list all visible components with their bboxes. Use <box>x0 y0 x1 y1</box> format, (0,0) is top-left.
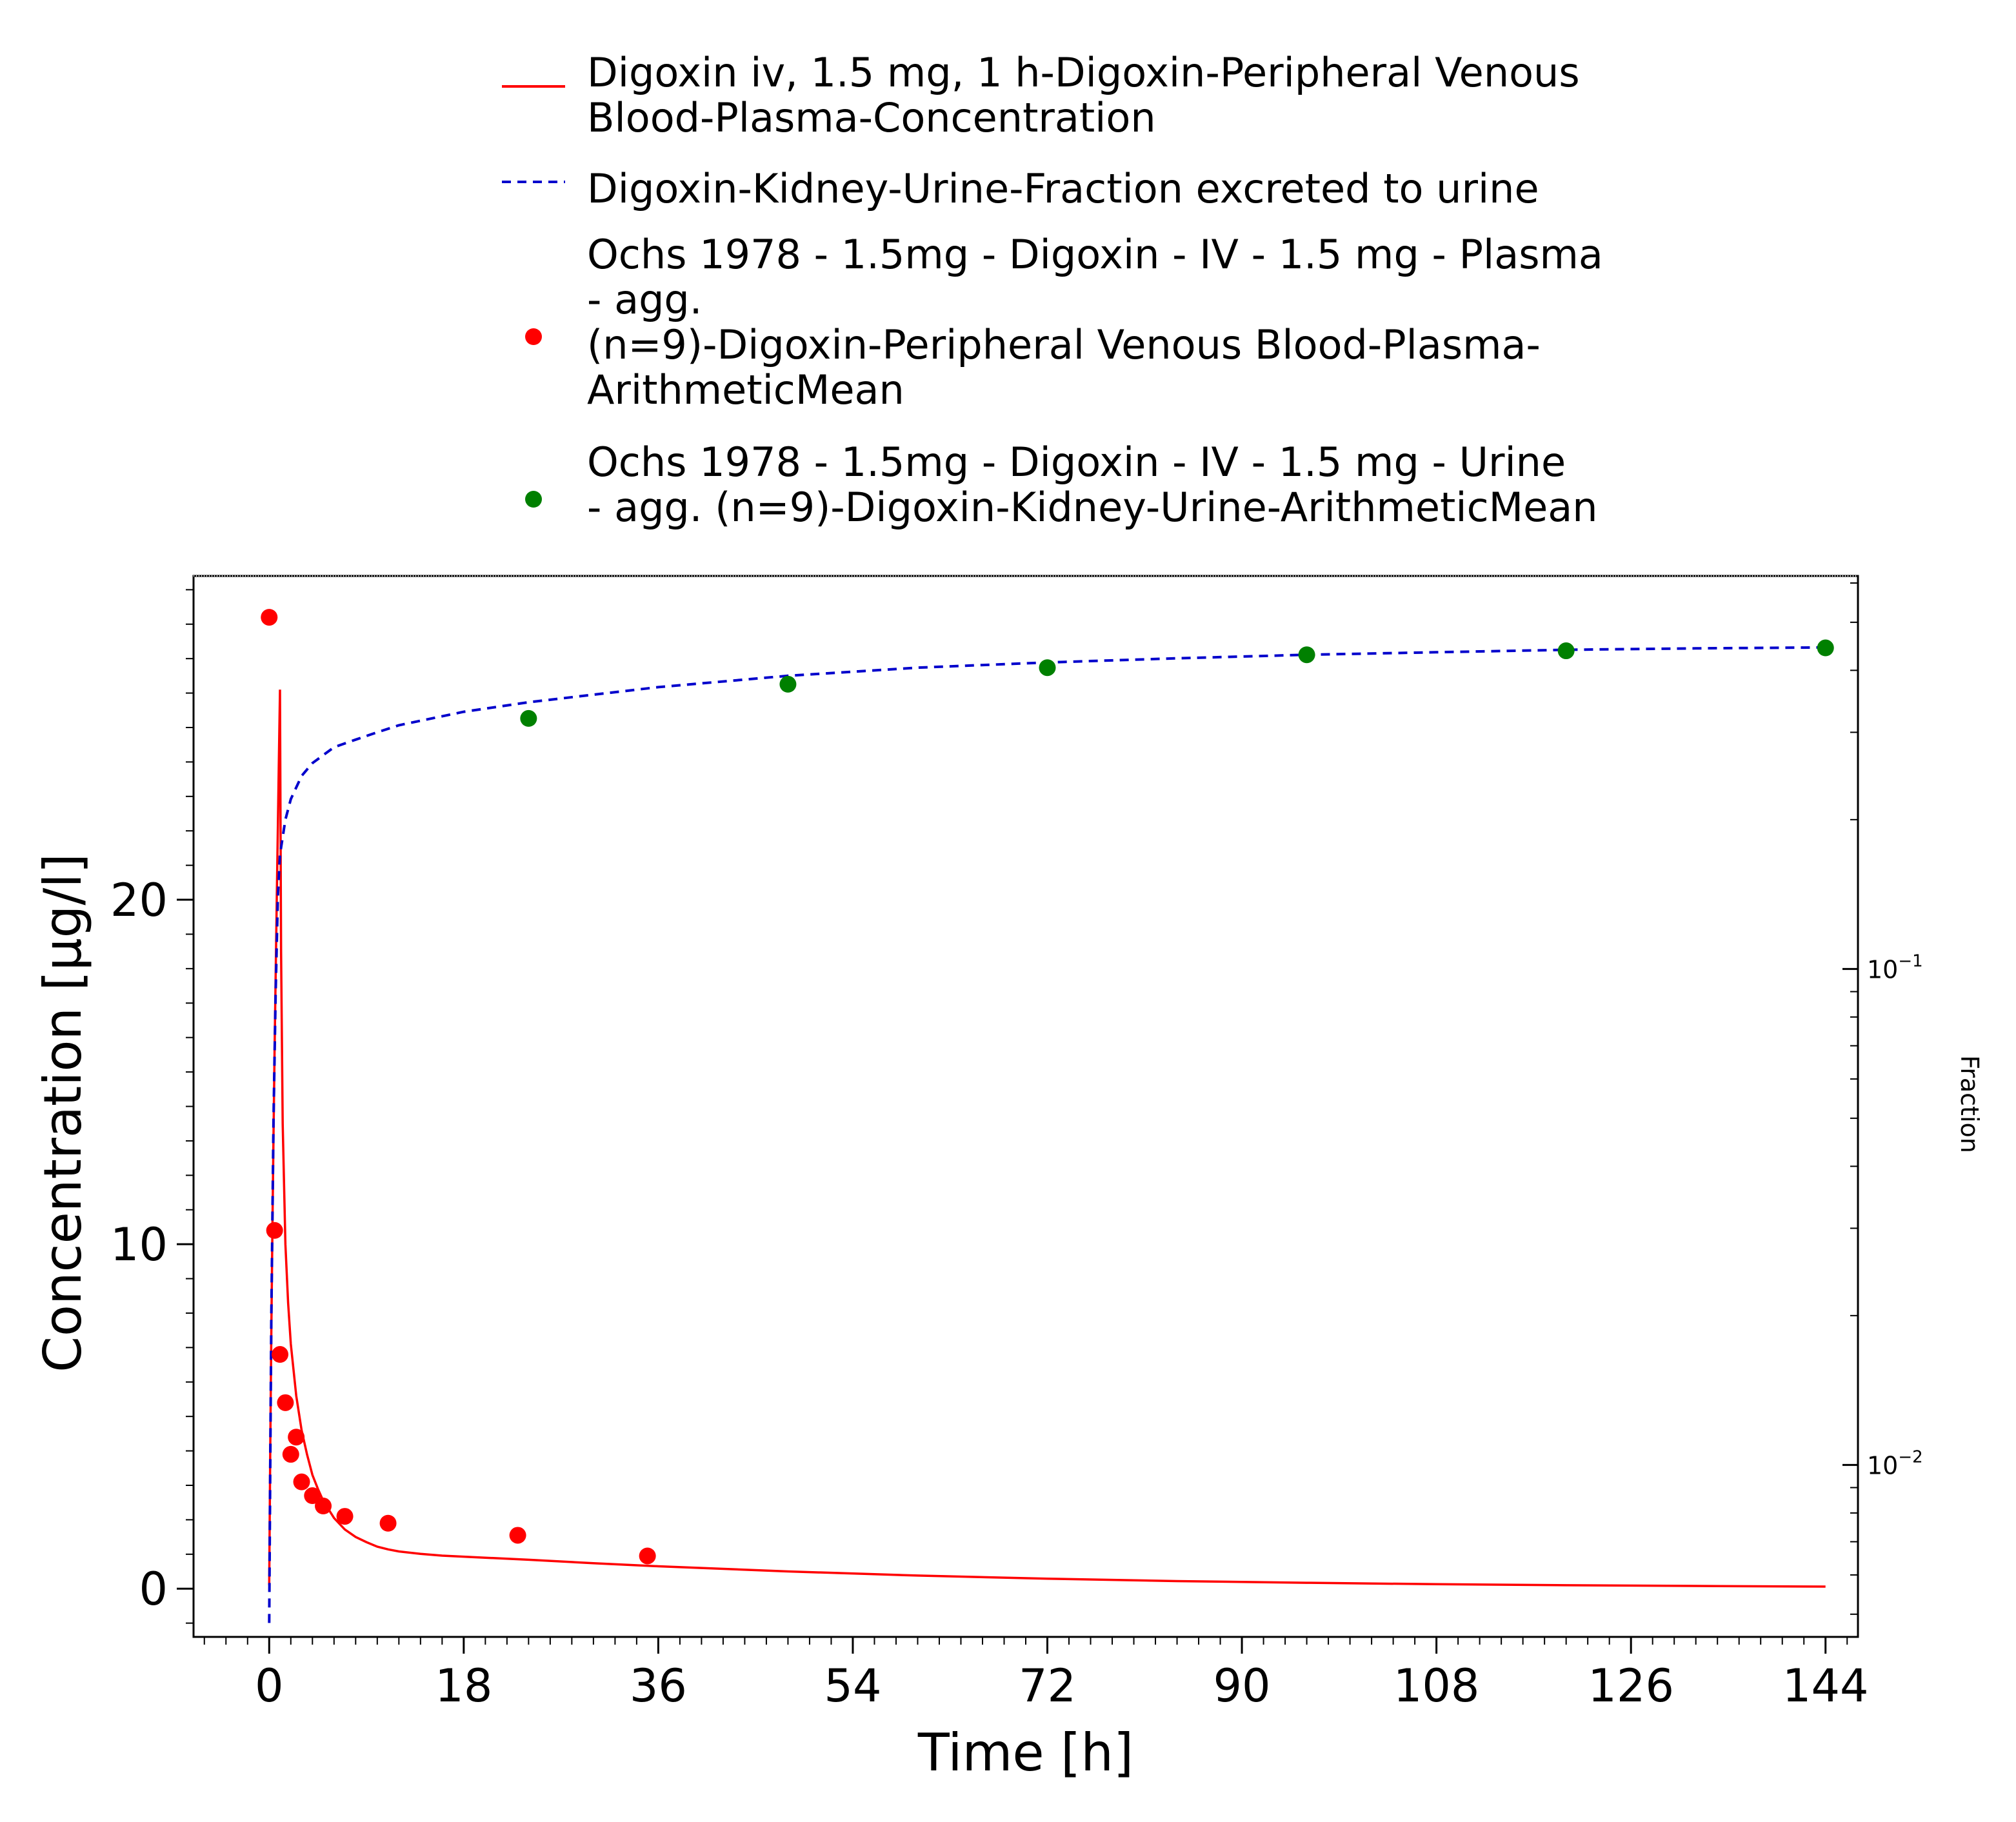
y2-tick-base: 10 <box>1867 1451 1898 1480</box>
legend-label: - agg. (n=9)-Digoxin-Kidney-Urine-Arithm… <box>587 484 1598 531</box>
x-tick-label: 0 <box>255 1659 284 1712</box>
series-2-point <box>288 1429 305 1446</box>
series-3-point <box>779 675 797 693</box>
legend-label: (n=9)-Digoxin-Peripheral Venous Blood-Pl… <box>587 321 1541 368</box>
x-tick-label: 108 <box>1393 1659 1480 1712</box>
y2-tick-base: 10 <box>1867 955 1898 984</box>
x-tick-label: 144 <box>1782 1659 1869 1712</box>
series-line-1 <box>268 646 1826 1623</box>
legend-label: Ochs 1978 - 1.5mg - Digoxin - IV - 1.5 m… <box>587 231 1603 278</box>
series-2-point <box>315 1498 332 1515</box>
legend-label: Blood-Plasma-Concentration <box>587 94 1156 141</box>
x-tick-label: 18 <box>435 1659 492 1712</box>
x-axis: 0 18 36 54 72 90 108 126 144 <box>203 1637 1869 1712</box>
series-3-point <box>520 709 537 727</box>
plot-frame <box>192 575 1859 1638</box>
y-axis-title: Concentration [µg/l] <box>33 853 93 1372</box>
legend: Digoxin iv, 1.5 mg, 1 h-Digoxin-Peripher… <box>502 49 1603 531</box>
series-2-point <box>272 1346 289 1363</box>
series-2-point <box>277 1394 294 1411</box>
legend-marker-dot <box>525 491 542 508</box>
y2-axis-title: Fraction <box>1955 1055 1984 1153</box>
series-2-point <box>282 1445 299 1463</box>
legend-marker-dot <box>525 328 542 345</box>
x-axis-title: Time [h] <box>917 1723 1133 1783</box>
y2-tick-label: 10−2 <box>1867 1447 1923 1480</box>
y2-axis: 10−210−1 <box>1842 582 1923 1615</box>
series-2-point <box>261 609 278 626</box>
series-2-point <box>639 1547 656 1565</box>
legend-label: Ochs 1978 - 1.5mg - Digoxin - IV - 1.5 m… <box>587 439 1566 486</box>
legend-label: Digoxin iv, 1.5 mg, 1 h-Digoxin-Peripher… <box>587 49 1580 96</box>
y-tick-label: 0 <box>139 1563 168 1616</box>
y2-tick-exponent: −2 <box>1898 1447 1922 1467</box>
x-tick-label: 126 <box>1588 1659 1674 1712</box>
x-tick-label: 72 <box>1019 1659 1076 1712</box>
x-tick-label: 54 <box>824 1659 881 1712</box>
series-2-point <box>336 1508 354 1525</box>
series-3-point <box>1557 642 1575 660</box>
y-tick-label: 10 <box>110 1218 168 1271</box>
x-tick-label: 90 <box>1213 1659 1271 1712</box>
y-axis: 0 10 20 <box>110 589 194 1624</box>
series-2-point <box>379 1514 397 1532</box>
legend-label: - agg. <box>587 276 703 323</box>
x-tick-label: 36 <box>630 1659 687 1712</box>
series-3-point <box>1817 639 1834 657</box>
series-2-point <box>304 1487 321 1505</box>
y2-tick-exponent: −1 <box>1898 951 1922 971</box>
legend-label: ArithmeticMean <box>587 366 904 413</box>
series-2-point <box>266 1222 283 1239</box>
y2-tick-label: 10−1 <box>1867 951 1923 984</box>
series-2-point <box>509 1527 526 1544</box>
series-line-0 <box>268 689 1826 1588</box>
series-2-point <box>293 1473 310 1490</box>
series-3-point <box>1039 659 1056 677</box>
y-tick-label: 20 <box>110 874 168 927</box>
legend-label: Digoxin-Kidney-Urine-Fraction excreted t… <box>587 165 1539 212</box>
series-3-point <box>1298 646 1315 664</box>
series-layer <box>261 609 1834 1623</box>
